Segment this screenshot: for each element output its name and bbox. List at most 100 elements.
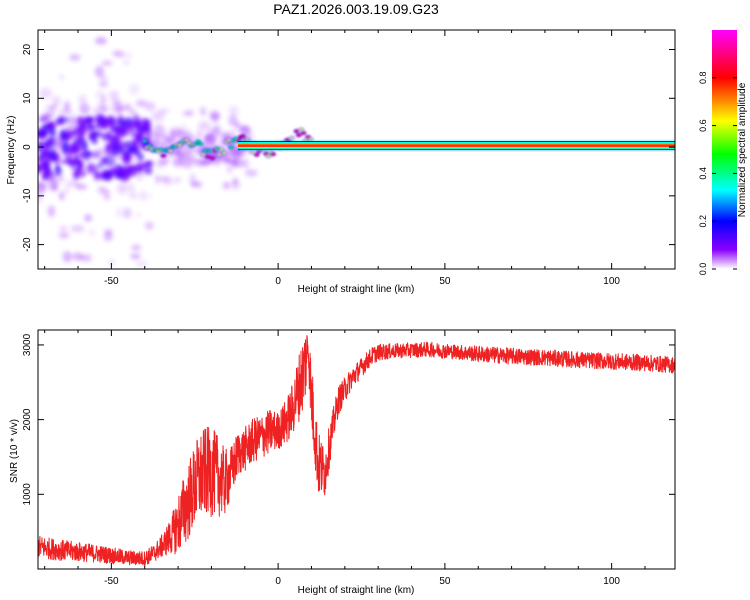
noise-core-blob [147, 164, 153, 176]
noise-core-blob [112, 133, 120, 140]
noise-blob [116, 182, 128, 195]
noise-blob [116, 207, 122, 218]
noise-blob [140, 190, 146, 201]
noise-blob [63, 101, 71, 112]
noise-blob [79, 103, 90, 115]
noise-core-blob [130, 139, 141, 144]
noise-blob [144, 221, 154, 230]
noise-blob [112, 99, 123, 107]
snr-xtick-label: 0 [275, 576, 281, 587]
spec-ytick-label: 20 [22, 44, 33, 56]
spectrogram-axes: -50 0 50 100 -20 -10 0 10 20 [22, 30, 675, 287]
noise-core-blob [137, 153, 144, 162]
noise-core-blob [127, 164, 132, 175]
noise-blob [136, 212, 141, 218]
noise-blob [84, 214, 93, 222]
noise-blob [52, 104, 57, 110]
noise-blob [213, 125, 221, 136]
noise-blob [123, 103, 132, 112]
spectrogram-frame [37, 29, 676, 270]
noise-core-blob [133, 118, 139, 130]
noise-core-blob [84, 116, 96, 123]
snr-ytick-label: 1000 [22, 483, 33, 506]
transition-inner [285, 138, 290, 142]
transition-inner [184, 138, 189, 142]
noise-blob [122, 207, 132, 219]
noise-blob [148, 132, 160, 137]
transition-inner [271, 152, 276, 156]
transition-inner [177, 144, 182, 147]
noise-core-blob [38, 116, 49, 121]
transition-inner [161, 154, 166, 157]
noise-blob [144, 101, 156, 112]
noise-blob [88, 229, 96, 237]
transition-inner [205, 155, 210, 158]
noise-blob [68, 117, 76, 128]
noise-blob [100, 95, 107, 104]
transition-inner [308, 137, 313, 141]
noise-blob [181, 159, 194, 169]
noise-core-blob [95, 162, 104, 169]
transition-inner [215, 147, 220, 150]
spectrogram-xlabel: Height of straight line (km) [298, 284, 415, 295]
transition-inner [219, 148, 224, 151]
noise-blob [155, 174, 160, 185]
noise-blob [151, 110, 165, 122]
noise-blob [52, 96, 61, 107]
noise-blob [78, 94, 87, 106]
noise-blob [94, 66, 105, 78]
spec-ytick-label: 10 [22, 92, 33, 104]
noise-core-blob [41, 148, 51, 159]
noise-core-blob [102, 119, 109, 130]
noise-blob [181, 122, 186, 131]
noise-core-blob [55, 156, 60, 166]
transition-inner [245, 138, 250, 141]
noise-blob [69, 54, 81, 61]
noise-core-blob [49, 127, 56, 137]
noise-core-blob [146, 126, 152, 138]
noise-core-blob [98, 132, 110, 139]
colorbar-tick-label: 0.2 [698, 215, 708, 228]
noise-blob [59, 226, 68, 231]
transition-inner [203, 149, 208, 152]
noise-blob [244, 169, 258, 177]
noise-core-blob [103, 155, 116, 167]
transition-inner [240, 134, 245, 138]
noise-blob [130, 253, 141, 260]
noise-blob [115, 155, 124, 160]
spectrogram-panel: -50 0 50 100 -20 -10 0 10 20 Height of straight … [6, 29, 676, 295]
snr-xtick-label: 50 [439, 576, 451, 587]
noise-blob [38, 193, 43, 203]
snr-xtick-label: -50 [104, 576, 119, 587]
noise-blob [56, 109, 71, 115]
noise-core-blob [131, 128, 136, 139]
transition-inner [303, 139, 308, 142]
noise-blob [174, 177, 181, 183]
noise-blob [228, 106, 239, 116]
noise-core-blob [95, 113, 105, 124]
noise-core-blob [87, 163, 96, 175]
transition-inner [210, 156, 215, 160]
noise-blob [39, 88, 53, 99]
noise-core-blob [140, 162, 150, 168]
noise-blob [59, 75, 65, 80]
noise-blob [234, 121, 241, 128]
colorbar-tick-label: 0.0 [698, 263, 708, 276]
noise-blob [231, 156, 239, 168]
noise-core-blob [49, 121, 54, 127]
noise-blob [156, 134, 170, 140]
noise-blob [123, 60, 130, 65]
noise-core-blob [111, 145, 123, 155]
noise-blob [99, 81, 108, 88]
transition-inner [142, 139, 147, 143]
noise-blob [196, 129, 203, 139]
transition-inner [222, 151, 227, 155]
noise-core-blob [124, 121, 134, 131]
noise-core-blob [113, 126, 124, 134]
noise-blob [166, 137, 175, 144]
noise-core-blob [121, 165, 129, 173]
noise-blob [174, 148, 179, 157]
noise-core-blob [85, 150, 92, 158]
noise-blob [72, 252, 84, 261]
noise-core-blob [132, 142, 138, 152]
